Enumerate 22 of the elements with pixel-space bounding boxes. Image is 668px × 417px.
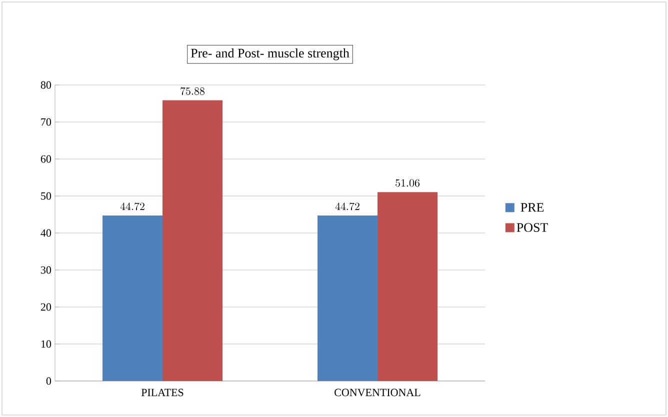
bar bbox=[318, 216, 378, 381]
y-tick-label: 0 bbox=[46, 377, 52, 385]
bar bbox=[162, 100, 223, 381]
legend-label: POST bbox=[516, 223, 548, 232]
data-label: 75.88 bbox=[180, 87, 204, 95]
y-tick-label: 10 bbox=[41, 340, 52, 348]
y-tick-label: 30 bbox=[41, 266, 52, 274]
x-tick-label: PILATES bbox=[141, 388, 184, 396]
x-tick-label: CONVENTIONAL bbox=[334, 388, 420, 396]
data-label: 44.72 bbox=[120, 202, 144, 210]
data-label: 44.72 bbox=[335, 202, 360, 210]
y-tick-label: 70 bbox=[41, 118, 52, 126]
y-tick-label: 80 bbox=[40, 81, 52, 89]
y-tick-label: 20 bbox=[40, 303, 52, 311]
bar bbox=[102, 216, 163, 381]
data-label: 51 .06 bbox=[396, 179, 420, 187]
y-tick-label: 40 bbox=[40, 229, 52, 237]
y-tick-label: 60 bbox=[40, 155, 52, 163]
chart-title: Pre- and Post- muscle strength bbox=[190, 48, 350, 60]
y-tick-label: 50 bbox=[41, 192, 52, 200]
bar bbox=[378, 192, 438, 381]
legend-label: PRE bbox=[520, 203, 544, 212]
